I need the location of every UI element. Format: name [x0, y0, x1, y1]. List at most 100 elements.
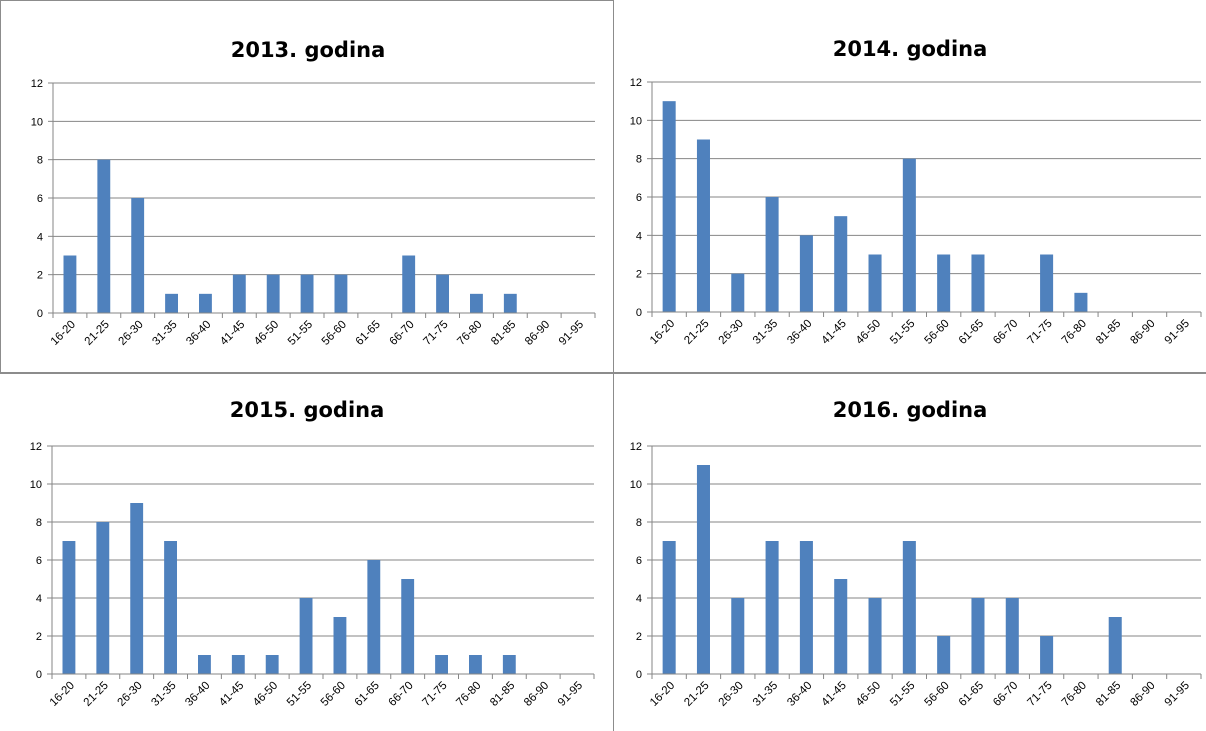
y-tick-label: 10: [30, 479, 42, 491]
x-tick-label: 71-75: [421, 319, 450, 348]
x-tick-label: 41-45: [217, 680, 246, 709]
y-tick-label: 12: [630, 77, 642, 89]
x-tick-label: 46-50: [854, 318, 883, 347]
bar-66-70: [401, 579, 415, 674]
bar-chart-2015: 2015. godina 0 2 4 6 8 10 12 16-20 21-25 26-30 31-3…: [30, 398, 595, 709]
bar-56-60: [937, 636, 951, 674]
x-tick-label: 26-30: [717, 680, 746, 709]
x-tick-label: 71-75: [1025, 680, 1054, 709]
x-tick-label: 66-70: [991, 680, 1020, 709]
x-tick-label: 16-20: [648, 680, 677, 709]
x-tick-label: 71-75: [1025, 318, 1054, 347]
bar-16-20: [662, 541, 676, 674]
bar-21-25: [97, 159, 111, 313]
bar-26-30: [131, 198, 145, 313]
bar-71-75: [1040, 254, 1054, 312]
x-tick-label: 81-85: [489, 319, 518, 348]
x-tick-label: 26-30: [117, 319, 146, 348]
bar-31-35: [164, 541, 177, 674]
bar-16-20: [62, 541, 76, 674]
x-tick-label: 41-45: [820, 680, 849, 709]
bar-36-40: [799, 541, 813, 674]
y-tick-label: 8: [37, 155, 43, 167]
y-tick-label: 8: [636, 154, 642, 166]
bar-41-45: [231, 655, 245, 674]
y-tick-label: 12: [30, 441, 42, 453]
bar-76-80: [1074, 292, 1088, 312]
x-tick-label: 81-85: [1094, 680, 1123, 709]
x-tick-label: 51-55: [888, 318, 917, 347]
y-tick-label: 2: [37, 270, 43, 282]
bar-81-85: [502, 655, 516, 674]
x-tick-label: 16-20: [648, 318, 677, 347]
x-tick-label: 56-60: [922, 318, 951, 347]
y-tick-label: 10: [31, 116, 43, 128]
x-tick-label: 91-95: [1163, 318, 1192, 347]
x-tick-label: 81-85: [488, 680, 517, 709]
bar-chart-2014: 2014. godina 0 2 4 6 8 10 12 16-20 21-25 26-30 31-3…: [630, 37, 1202, 347]
x-tick-label: 61-65: [957, 680, 986, 709]
chart-panel-2013: 2013. godina 0 2 4 6 8 10 12 16-20 21-25 26-30 31-3…: [0, 0, 614, 374]
x-tick-label: 71-75: [420, 680, 449, 709]
x-tick-label: 61-65: [353, 680, 382, 709]
y-tick-label: 10: [630, 479, 642, 491]
x-tick-label: 76-80: [455, 319, 484, 348]
bar-chart-2013: 2013. godina 0 2 4 6 8 10 12 16-20 21-25 26-30 31-3…: [31, 38, 596, 348]
x-tick-label: 36-40: [184, 319, 213, 348]
x-tick-label: 46-50: [251, 680, 280, 709]
bar-61-65: [367, 560, 381, 674]
x-tick-label: 26-30: [116, 680, 145, 709]
bar-66-70: [1005, 598, 1019, 674]
chart-panel-2014: 2014. godina 0 2 4 6 8 10 12 16-20 21-25 26-30 31-3…: [614, 0, 1206, 374]
x-tick-label: 66-70: [388, 319, 417, 348]
y-tick-label: 4: [36, 593, 42, 605]
x-tick-label: 31-35: [751, 680, 780, 709]
x-tick-label: 86-90: [1128, 318, 1157, 347]
x-tick-label: 56-60: [922, 680, 951, 709]
x-tick-label: 51-55: [286, 319, 315, 348]
bar-36-40: [799, 235, 813, 312]
x-tick-label: 36-40: [785, 318, 814, 347]
bar-chart-2016: 2016. godina 0 2 4 6 8 10 12 16-20 21-25 26-30 31-3…: [630, 398, 1202, 709]
x-tick-label: 61-65: [957, 318, 986, 347]
x-tick-label: 66-70: [387, 680, 416, 709]
y-tick-label: 8: [636, 517, 642, 529]
bar-46-50: [265, 655, 279, 674]
y-tick-label: 6: [636, 192, 642, 204]
x-tick-label: 86-90: [1128, 680, 1157, 709]
bar-26-30: [731, 273, 745, 312]
bar-31-35: [765, 541, 779, 674]
bar-71-75: [436, 274, 449, 313]
bar-46-50: [266, 274, 280, 313]
x-tick-label: 61-65: [354, 319, 383, 348]
chart-title: 2016. godina: [833, 398, 988, 422]
x-tick-label: 16-20: [49, 319, 78, 348]
x-tick-label: 21-25: [83, 319, 112, 348]
x-tick-label: 76-80: [454, 680, 483, 709]
bar-41-45: [232, 274, 246, 313]
x-tick-label: 36-40: [183, 680, 212, 709]
y-tick-label: 0: [37, 308, 43, 320]
y-tick-label: 10: [630, 115, 642, 127]
x-tick-label: 91-95: [1163, 680, 1192, 709]
x-tick-label: 21-25: [682, 318, 711, 347]
bar-66-70: [402, 255, 416, 313]
chart-panel-2015: 2015. godina 0 2 4 6 8 10 12 16-20 21-25 26-30 31-3…: [0, 374, 614, 731]
y-tick-label: 4: [636, 593, 642, 605]
y-tick-label: 6: [636, 555, 642, 567]
bar-26-30: [130, 503, 144, 674]
chart-title: 2014. godina: [833, 37, 988, 61]
bar-76-80: [470, 293, 483, 313]
bar-16-20: [63, 255, 77, 313]
x-tick-label: 36-40: [785, 680, 814, 709]
bar-46-50: [868, 598, 882, 674]
bar-61-65: [971, 598, 985, 674]
x-tick-label: 16-20: [48, 680, 77, 709]
x-tick-label: 26-30: [717, 318, 746, 347]
bar-26-30: [731, 598, 745, 674]
bar-16-20: [662, 101, 676, 313]
y-tick-label: 6: [36, 555, 42, 567]
chart-title: 2013. godina: [231, 38, 386, 62]
x-tick-label: 76-80: [1060, 680, 1089, 709]
y-tick-label: 6: [37, 193, 43, 205]
